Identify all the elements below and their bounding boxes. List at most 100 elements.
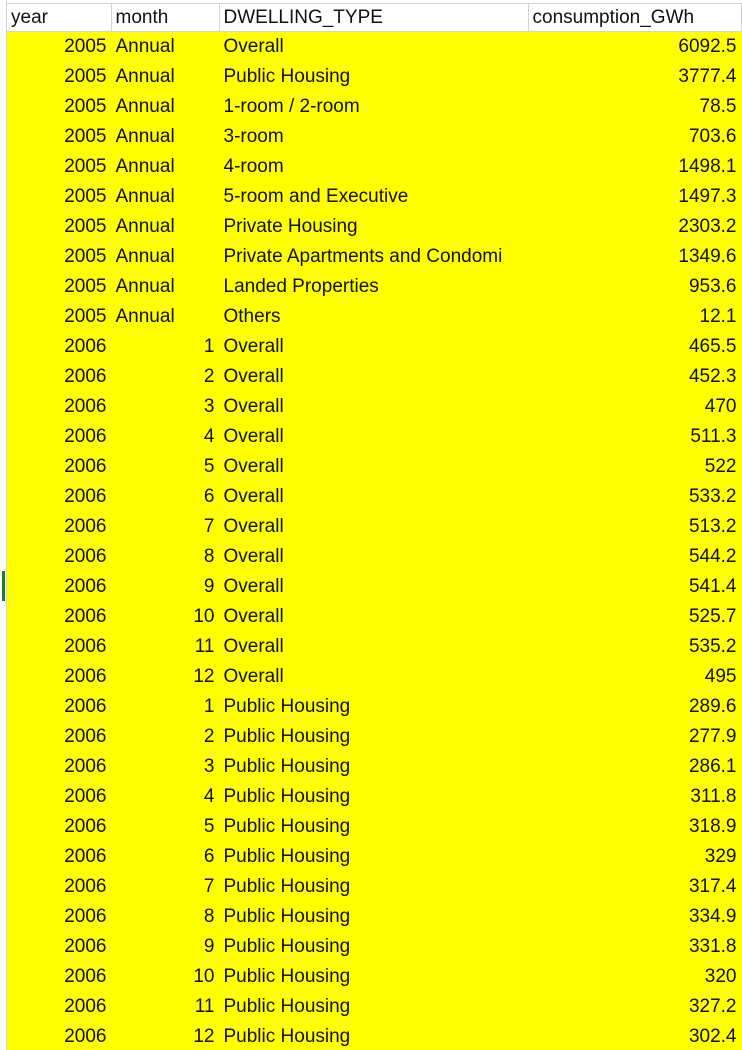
dwelling-type-cell[interactable]: Public Housing <box>219 901 529 932</box>
dwelling-type-cell[interactable]: Public Housing <box>219 811 529 842</box>
consumption-cell[interactable]: 3777.4 <box>528 61 742 92</box>
month-cell[interactable]: Annual <box>111 301 220 332</box>
month-cell[interactable]: 11 <box>111 631 220 662</box>
dwelling-type-cell[interactable]: Overall <box>219 361 529 392</box>
year-cell[interactable]: 2006 <box>7 841 112 872</box>
consumption-cell[interactable]: 544.2 <box>528 541 742 572</box>
consumption-cell[interactable]: 452.3 <box>528 361 742 392</box>
dwelling-type-cell[interactable]: Public Housing <box>219 991 529 1022</box>
month-cell[interactable]: 4 <box>111 421 220 452</box>
dwelling-type-cell[interactable]: Public Housing <box>219 961 529 992</box>
year-cell[interactable]: 2005 <box>7 121 112 152</box>
year-cell[interactable]: 2005 <box>7 61 112 92</box>
dwelling-type-cell[interactable]: Overall <box>219 331 529 362</box>
dwelling-type-cell[interactable]: Overall <box>219 511 529 542</box>
consumption-cell[interactable]: 311.8 <box>528 781 742 812</box>
dwelling-type-cell[interactable]: Overall <box>219 631 529 662</box>
year-cell[interactable]: 2005 <box>7 91 112 122</box>
dwelling-type-cell[interactable]: Public Housing <box>219 61 529 92</box>
year-cell[interactable]: 2006 <box>7 751 112 782</box>
dwelling-type-cell[interactable]: Overall <box>219 481 529 512</box>
dwelling-type-cell[interactable]: Public Housing <box>219 931 529 962</box>
month-cell[interactable]: 11 <box>111 991 220 1022</box>
year-cell[interactable]: 2006 <box>7 631 112 662</box>
consumption-cell[interactable]: 541.4 <box>528 571 742 602</box>
consumption-cell[interactable]: 286.1 <box>528 751 742 782</box>
year-cell[interactable]: 2006 <box>7 601 112 632</box>
row-header-strip[interactable] <box>0 0 7 1050</box>
month-cell[interactable]: 9 <box>111 571 220 602</box>
year-cell[interactable]: 2006 <box>7 421 112 452</box>
consumption-cell[interactable]: 318.9 <box>528 811 742 842</box>
year-cell[interactable]: 2006 <box>7 691 112 722</box>
year-cell[interactable]: 2006 <box>7 961 112 992</box>
month-cell[interactable]: 12 <box>111 661 220 692</box>
month-cell[interactable]: 6 <box>111 841 220 872</box>
consumption-cell[interactable]: 1498.1 <box>528 151 742 182</box>
month-cell[interactable]: Annual <box>111 61 220 92</box>
year-cell[interactable]: 2005 <box>7 241 112 272</box>
year-cell[interactable]: 2006 <box>7 1021 112 1050</box>
consumption-cell[interactable]: 6092.5 <box>528 31 742 62</box>
dwelling-type-cell[interactable]: Public Housing <box>219 1021 529 1050</box>
year-cell[interactable]: 2006 <box>7 991 112 1022</box>
dwelling-type-cell[interactable]: Overall <box>219 31 529 62</box>
month-cell[interactable]: 5 <box>111 451 220 482</box>
dwelling-type-cell[interactable]: Overall <box>219 451 529 482</box>
dwelling-type-cell[interactable]: Landed Properties <box>219 271 529 302</box>
consumption-cell[interactable]: 1497.3 <box>528 181 742 212</box>
consumption-cell[interactable]: 495 <box>528 661 742 692</box>
year-cell[interactable]: 2005 <box>7 271 112 302</box>
month-cell[interactable]: Annual <box>111 241 220 272</box>
year-cell[interactable]: 2006 <box>7 811 112 842</box>
year-cell[interactable]: 2005 <box>7 211 112 242</box>
consumption-cell[interactable]: 465.5 <box>528 331 742 362</box>
consumption-cell[interactable]: 2303.2 <box>528 211 742 242</box>
dwelling-type-cell[interactable]: 5-room and Executive <box>219 181 529 212</box>
consumption-cell[interactable]: 329 <box>528 841 742 872</box>
year-cell[interactable]: 2005 <box>7 301 112 332</box>
year-cell[interactable]: 2005 <box>7 181 112 212</box>
month-cell[interactable]: 6 <box>111 481 220 512</box>
month-cell[interactable]: 8 <box>111 541 220 572</box>
dwelling-type-cell[interactable]: 3-room <box>219 121 529 152</box>
month-cell[interactable]: 2 <box>111 721 220 752</box>
dwelling-type-cell[interactable]: Public Housing <box>219 691 529 722</box>
dwelling-type-cell[interactable]: Private Apartments and Condomi <box>219 241 529 272</box>
consumption-cell[interactable]: 1349.6 <box>528 241 742 272</box>
month-cell[interactable]: 10 <box>111 601 220 632</box>
month-cell[interactable]: Annual <box>111 211 220 242</box>
dwelling-type-cell[interactable]: Public Housing <box>219 721 529 752</box>
consumption-cell[interactable]: 513.2 <box>528 511 742 542</box>
consumption-cell[interactable]: 331.8 <box>528 931 742 962</box>
month-cell[interactable]: 7 <box>111 511 220 542</box>
consumption-cell[interactable]: 277.9 <box>528 721 742 752</box>
month-cell[interactable]: Annual <box>111 181 220 212</box>
dwelling-type-cell[interactable]: Others <box>219 301 529 332</box>
year-cell[interactable]: 2006 <box>7 361 112 392</box>
year-cell[interactable]: 2006 <box>7 721 112 752</box>
consumption-cell[interactable]: 525.7 <box>528 601 742 632</box>
consumption-cell[interactable]: 320 <box>528 961 742 992</box>
consumption-cell[interactable]: 953.6 <box>528 271 742 302</box>
year-cell[interactable]: 2006 <box>7 391 112 422</box>
year-cell[interactable]: 2006 <box>7 661 112 692</box>
year-cell[interactable]: 2006 <box>7 481 112 512</box>
month-cell[interactable]: 4 <box>111 781 220 812</box>
dwelling-type-cell[interactable]: Overall <box>219 541 529 572</box>
year-cell[interactable]: 2006 <box>7 511 112 542</box>
month-cell[interactable]: Annual <box>111 31 220 62</box>
column-header-month[interactable]: month <box>111 3 220 32</box>
month-cell[interactable]: 5 <box>111 811 220 842</box>
year-cell[interactable]: 2006 <box>7 451 112 482</box>
consumption-cell[interactable]: 327.2 <box>528 991 742 1022</box>
year-cell[interactable]: 2006 <box>7 871 112 902</box>
year-cell[interactable]: 2006 <box>7 931 112 962</box>
month-cell[interactable]: 12 <box>111 1021 220 1050</box>
month-cell[interactable]: 3 <box>111 391 220 422</box>
dwelling-type-cell[interactable]: Overall <box>219 571 529 602</box>
consumption-cell[interactable]: 317.4 <box>528 871 742 902</box>
month-cell[interactable]: 3 <box>111 751 220 782</box>
column-header-consumption[interactable]: consumption_GWh <box>528 3 742 32</box>
